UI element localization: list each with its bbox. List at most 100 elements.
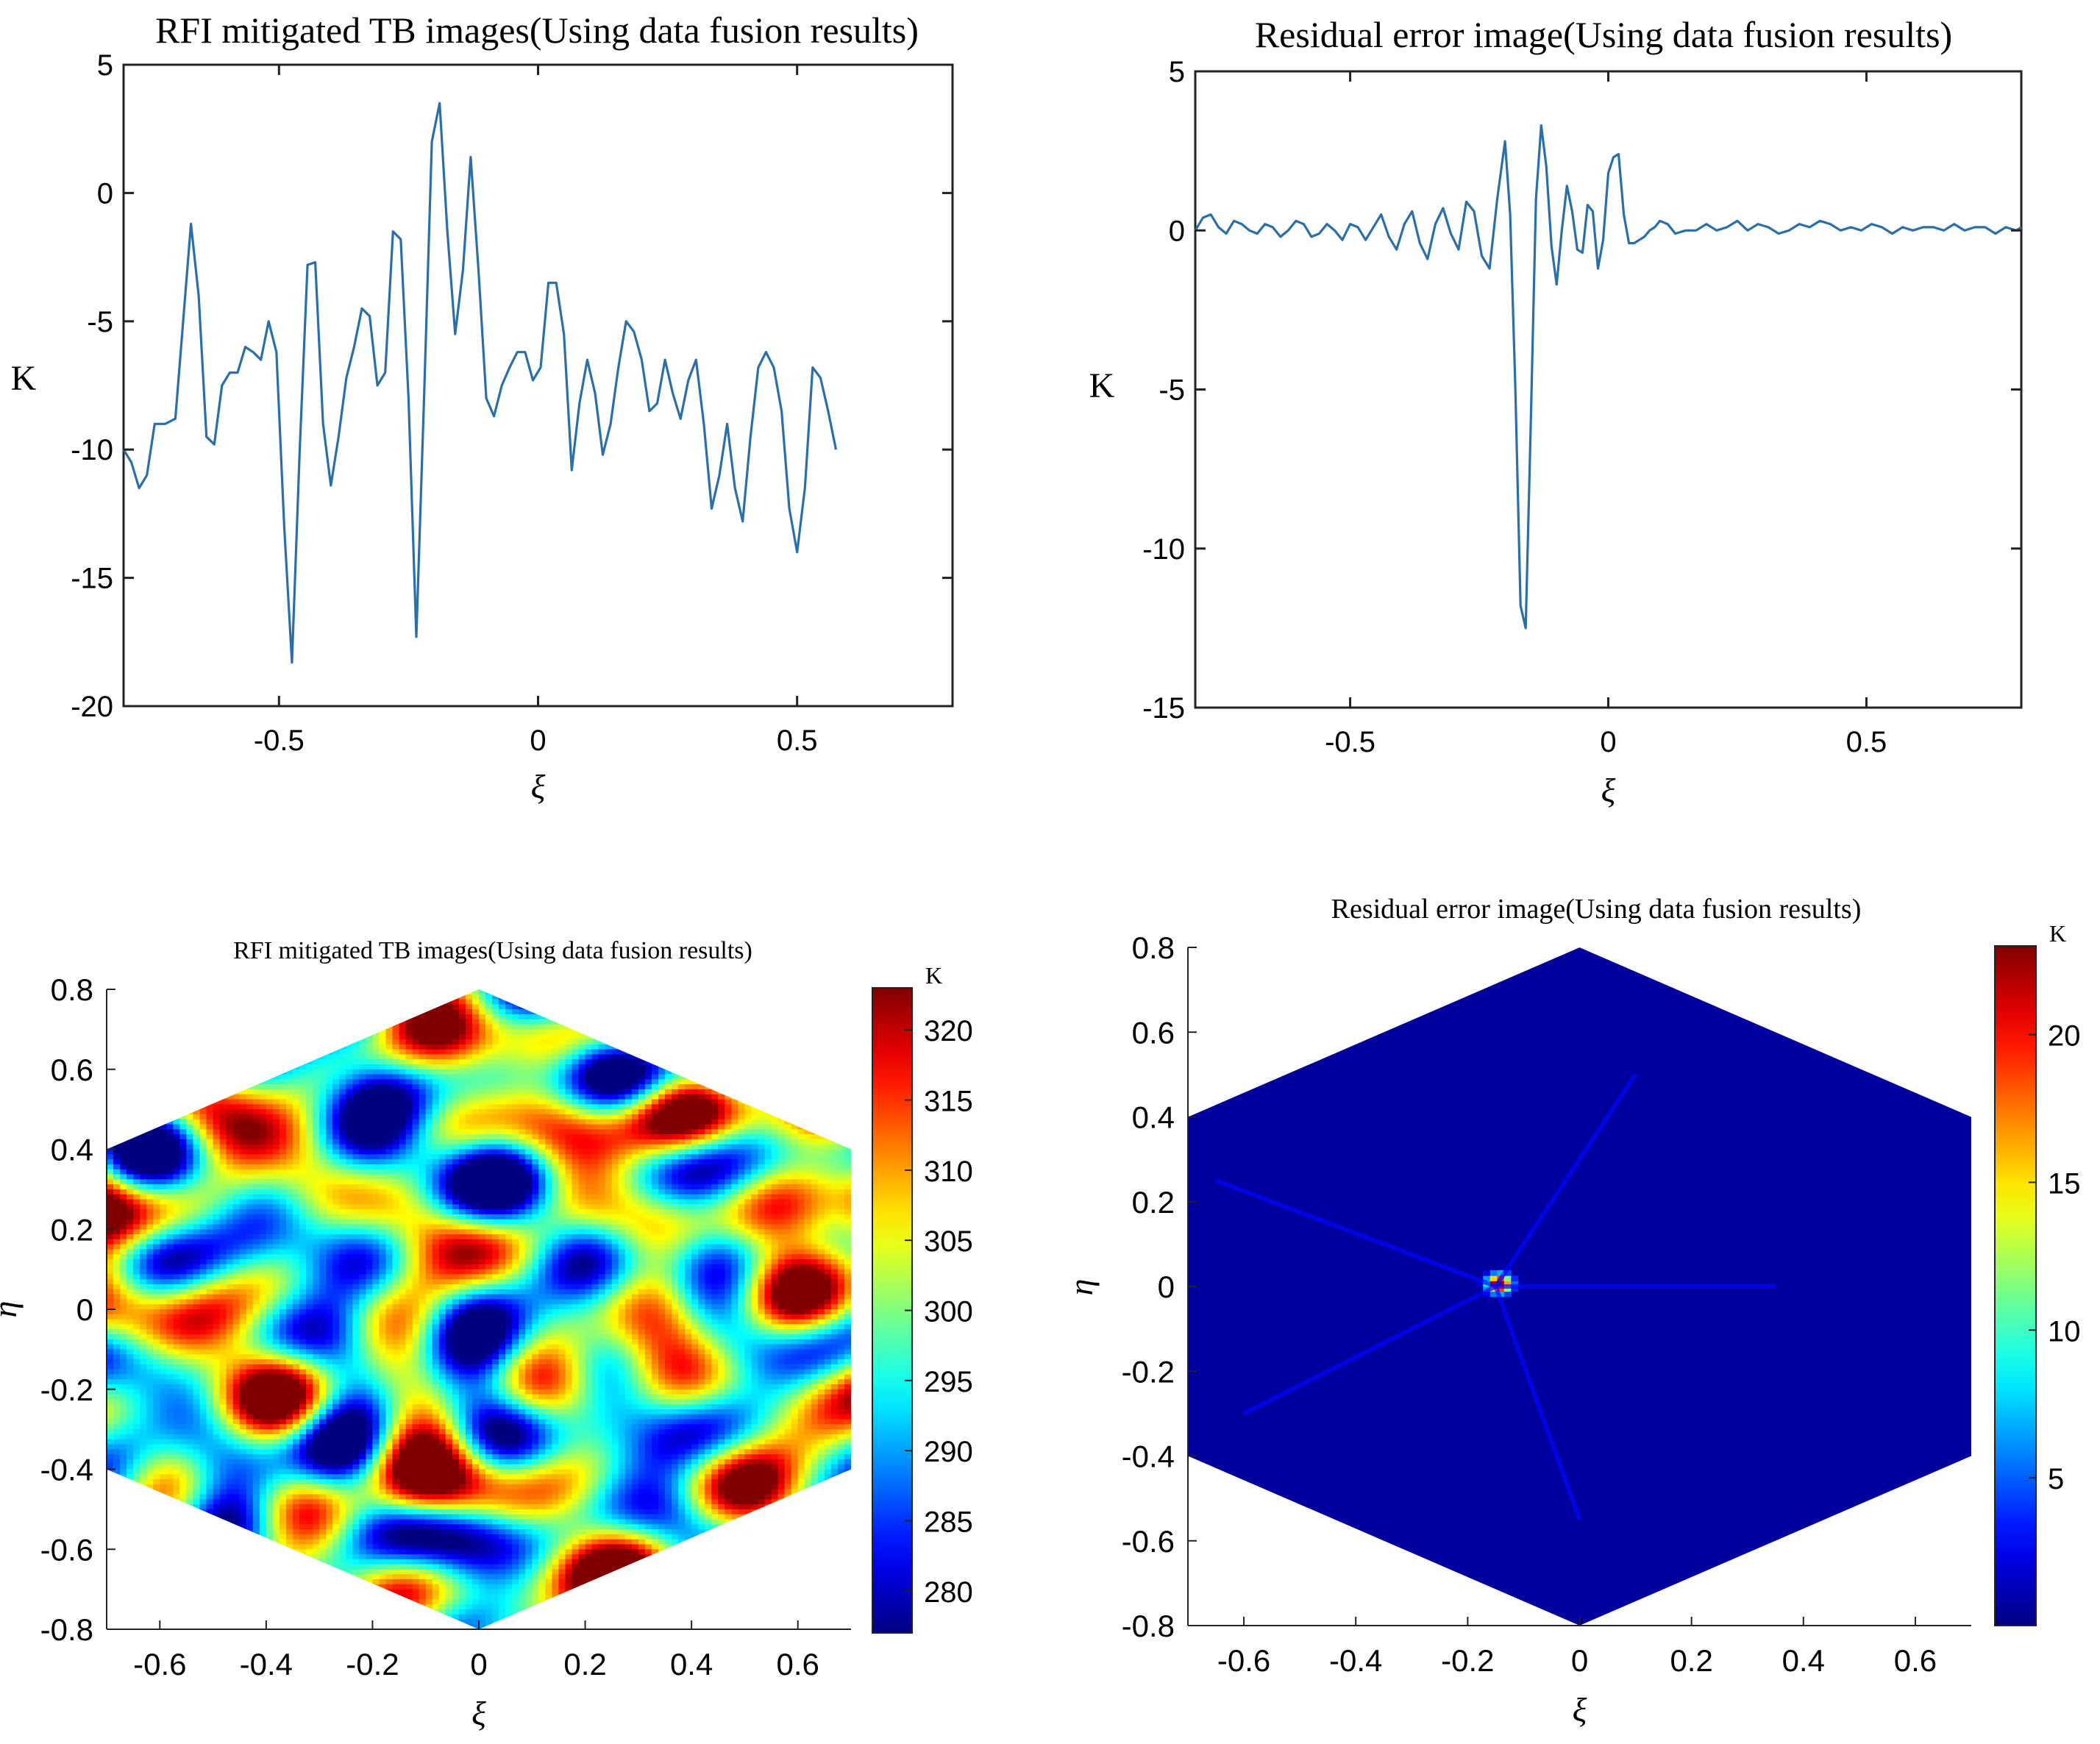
heatmap-cell [352, 1008, 360, 1014]
heatmap-cell [173, 1418, 180, 1425]
heatmap-cell [239, 1589, 247, 1595]
heatmap-cell [153, 1219, 160, 1225]
heatmap-cell [153, 1364, 160, 1370]
heatmap-cell [120, 1028, 127, 1035]
heatmap-cell [113, 1194, 121, 1200]
heatmap-cell [173, 1548, 180, 1555]
heatmap-cell [319, 984, 327, 989]
heatmap-cell [193, 1298, 201, 1305]
heatmap-cell [319, 1049, 327, 1055]
heatmap-cell [173, 1353, 180, 1359]
heatmap-cell [232, 1484, 241, 1489]
heatmap-cell [232, 1133, 241, 1139]
heatmap-cell [146, 1244, 154, 1250]
heatmap-cell [193, 1539, 201, 1545]
heatmap-cell [332, 1339, 340, 1345]
heatmap-cell [266, 1083, 274, 1089]
heatmap-cell [193, 1273, 201, 1280]
heatmap-cell [127, 1498, 134, 1505]
heatmap-cell [346, 1584, 353, 1590]
heatmap-cell [346, 1434, 353, 1439]
heatmap-cell [113, 1353, 121, 1359]
heatmap-cell [239, 1553, 247, 1559]
heatmap-cell [266, 1298, 274, 1305]
heatmap-cell [319, 1489, 327, 1495]
heatmap-cell [286, 1019, 293, 1025]
heatmap-cell [253, 984, 260, 989]
heatmap-cell [239, 1409, 247, 1414]
heatmap-cell [146, 1553, 154, 1559]
heatmap-cell [213, 1543, 221, 1550]
heatmap-cell [166, 1593, 174, 1600]
heatmap-cell [266, 1133, 274, 1139]
heatmap-cell [232, 1203, 241, 1210]
heatmap-cell [352, 1164, 360, 1170]
heatmap-cell [232, 1464, 241, 1470]
heatmap-cell [206, 1489, 214, 1495]
heatmap-cell [113, 1058, 121, 1064]
heatmap-cell [199, 1448, 207, 1455]
heatmap-cell [286, 1389, 293, 1395]
heatmap-cell [160, 1284, 167, 1289]
heatmap-cell [293, 1593, 300, 1600]
heatmap-cell [199, 1393, 207, 1400]
heatmap-cell [232, 1344, 241, 1350]
heatmap-cell [153, 1539, 160, 1545]
heatmap-cell [232, 1369, 241, 1375]
heatmap-cell [166, 1384, 174, 1389]
heatmap-cell [113, 1428, 121, 1434]
heatmap-cell [173, 994, 180, 1000]
heatmap-cell [332, 994, 340, 1000]
heatmap-cell [326, 1528, 333, 1534]
heatmap-cell [259, 1348, 267, 1355]
heatmap-cell [226, 1033, 234, 1039]
heatmap-cell [326, 1253, 333, 1259]
heatmap-cell [239, 1573, 247, 1579]
heatmap-cell [286, 1328, 293, 1334]
heatmap-cell [266, 1398, 274, 1405]
heatmap-cell [252, 1503, 260, 1509]
heatmap-cell [226, 1478, 234, 1484]
heatmap-cell [186, 1139, 193, 1145]
heatmap-cell [146, 1024, 154, 1030]
heatmap-cell [127, 1439, 134, 1445]
heatmap-cell [326, 1298, 333, 1305]
heatmap-cell [326, 1543, 333, 1550]
heatmap-cell [226, 1553, 234, 1559]
heatmap-cell [313, 1019, 320, 1025]
heatmap-cell [140, 1114, 147, 1120]
heatmap-cell [313, 1373, 320, 1380]
heatmap-cell [140, 1053, 147, 1060]
heatmap-cell [219, 1239, 227, 1245]
heatmap-cell [279, 1158, 287, 1164]
heatmap-cell [299, 1568, 307, 1575]
heatmap-cell [127, 1273, 134, 1280]
heatmap-cell [313, 1453, 320, 1459]
heatmap-cell [213, 1169, 221, 1175]
heatmap-cell [166, 1573, 174, 1579]
heatmap-cell [219, 1503, 227, 1509]
heatmap-cell [293, 1008, 300, 1014]
heatmap-cell [306, 1153, 313, 1160]
heatmap-cell [266, 1219, 274, 1225]
heatmap-cell [186, 1534, 193, 1540]
heatmap-cell [153, 1459, 160, 1464]
heatmap-cell [213, 1049, 221, 1055]
heatmap-cell [279, 1284, 287, 1289]
heatmap-cell [153, 1553, 160, 1559]
heatmap-cell [133, 1568, 140, 1575]
heatmap-cell [239, 1598, 247, 1604]
heatmap-cell [293, 1598, 300, 1604]
heatmap-cell [120, 1359, 127, 1364]
heatmap-cell [279, 1144, 287, 1150]
heatmap-cell [199, 1064, 207, 1069]
heatmap-cell [319, 1593, 327, 1600]
heatmap-cell [246, 1184, 254, 1189]
heatmap-cell [113, 1073, 121, 1080]
heatmap-cell [107, 1498, 114, 1505]
heatmap-cell [319, 1164, 327, 1170]
heatmap-cell [146, 1584, 154, 1590]
heatmap-cell [259, 1303, 267, 1309]
heatmap-cell [219, 1459, 227, 1464]
heatmap-cell [219, 1228, 227, 1235]
